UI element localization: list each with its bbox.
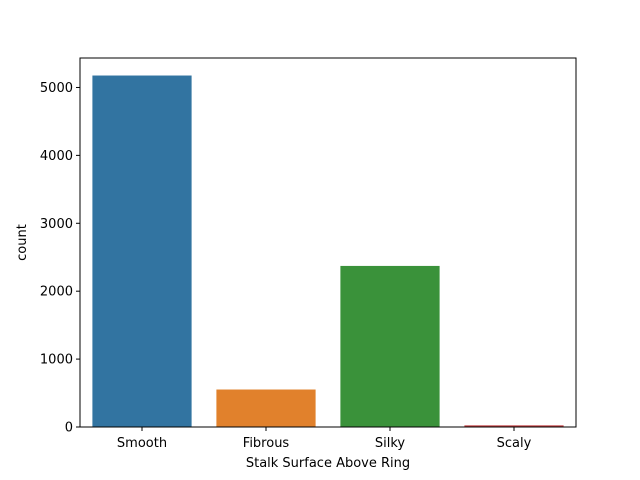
y-tick-label: 3000 bbox=[40, 217, 73, 232]
plot-frame bbox=[79, 57, 577, 428]
y-tick-label: 1000 bbox=[40, 353, 73, 368]
y-tick-label: 5000 bbox=[40, 81, 73, 96]
x-tick-label: Smooth bbox=[117, 436, 167, 451]
y-axis-label: count bbox=[15, 224, 30, 261]
x-tick-label: Fibrous bbox=[243, 436, 290, 451]
bar-smooth bbox=[92, 75, 192, 428]
x-axis-label: Stalk Surface Above Ring bbox=[246, 456, 410, 471]
bar-silky bbox=[340, 265, 440, 427]
y-tick-label: 2000 bbox=[40, 285, 73, 300]
y-tick-label: 0 bbox=[65, 421, 73, 436]
bars-group bbox=[92, 75, 564, 428]
bar-scaly bbox=[464, 425, 564, 427]
x-tick-label: Silky bbox=[375, 436, 406, 451]
bar-fibrous bbox=[216, 389, 316, 427]
x-tick-label: Scaly bbox=[497, 436, 532, 451]
y-tick-label: 4000 bbox=[40, 149, 73, 164]
x-axis: Smooth Fibrous Silky Scaly bbox=[117, 427, 532, 451]
y-axis: 0 1000 2000 3000 4000 5000 bbox=[40, 81, 80, 436]
